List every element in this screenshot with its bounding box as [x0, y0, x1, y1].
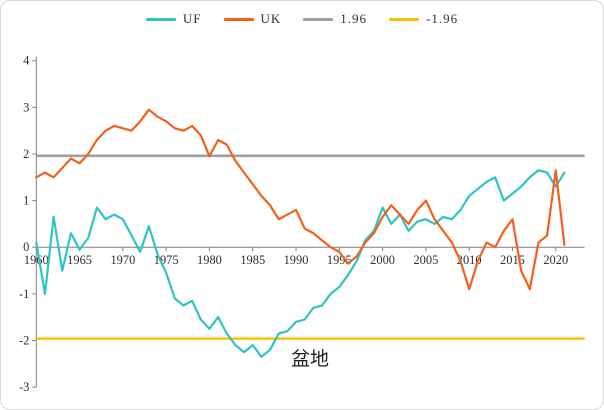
- x-tick-label: 1985: [240, 253, 265, 267]
- x-tick-label: 1965: [67, 253, 92, 267]
- y-tick-label: 3: [23, 100, 29, 114]
- y-tick-label: 2: [23, 147, 29, 161]
- legend-item-uf: UF: [145, 11, 202, 27]
- x-tick-label: 1960: [24, 253, 49, 267]
- x-tick-label: 1980: [197, 253, 222, 267]
- x-tick-label: 1975: [154, 253, 179, 267]
- legend-item-1-96: 1.96: [303, 11, 367, 27]
- x-tick-label: 2000: [370, 253, 395, 267]
- legend-label-1-96: -1.96: [426, 11, 459, 26]
- x-tick-label: 1990: [284, 253, 309, 267]
- legend-label-uk: UK: [260, 11, 282, 26]
- legend-swatch-uk: [223, 17, 254, 21]
- series-line-uf: [35, 169, 566, 358]
- x-tick-label: 1970: [110, 253, 135, 267]
- x-tick-label: 2020: [543, 253, 568, 267]
- series-line-uk: [35, 108, 566, 291]
- x-tick-label: 2005: [413, 253, 438, 267]
- y-tick-label: -2: [19, 333, 29, 347]
- y-tick-label: -3: [19, 380, 29, 394]
- y-tick-label: 0: [23, 240, 29, 254]
- legend-swatch-1-96: [389, 17, 420, 21]
- legend-swatch-1-96: [303, 17, 334, 21]
- legend-swatch-uf: [145, 17, 176, 21]
- y-tick-label: 1: [23, 194, 29, 208]
- legend-label-1-96: 1.96: [340, 11, 368, 26]
- x-tick-label: 1995: [327, 253, 352, 267]
- chart-legend: UF UK 1.96 -1.96: [1, 11, 603, 27]
- x-tick-label: 2010: [457, 253, 482, 267]
- legend-label-uf: UF: [182, 11, 202, 26]
- y-tick-label: 4: [23, 54, 30, 68]
- legend-item-uk: UK: [223, 11, 282, 27]
- chart-title: 盆地: [291, 348, 329, 370]
- y-tick-label: -1: [19, 287, 29, 301]
- legend-item-1-96: -1.96: [389, 11, 458, 27]
